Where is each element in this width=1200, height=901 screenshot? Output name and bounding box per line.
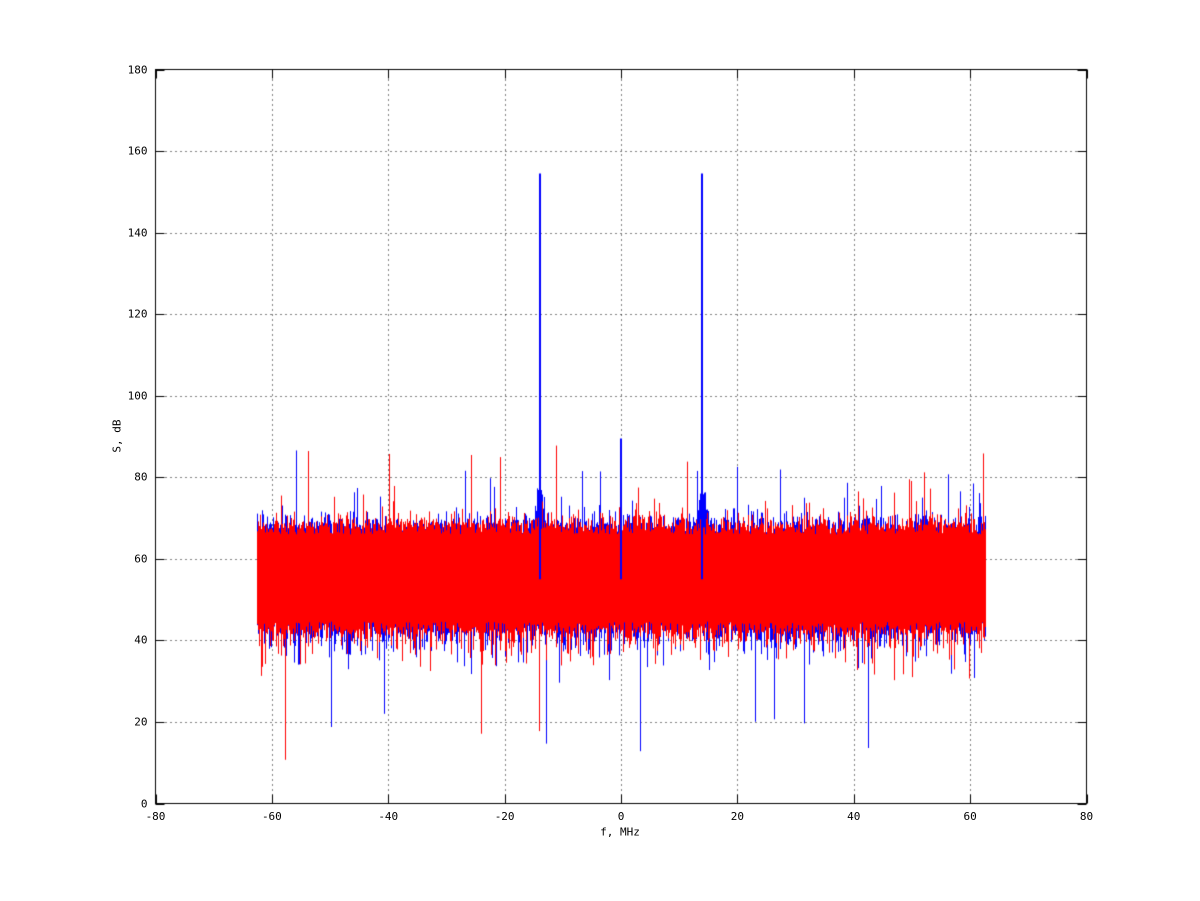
x-tick-label: 80 <box>1079 809 1094 823</box>
y-tick-label: 0 <box>140 797 148 810</box>
x-tick-label: -80 <box>145 809 166 823</box>
y-tick-label: 160 <box>127 144 148 158</box>
y-tick-label: 140 <box>127 226 148 240</box>
y-tick-label: 40 <box>134 633 148 647</box>
y-axis-label: S, dB <box>110 419 124 453</box>
y-tick-label: 120 <box>127 307 148 321</box>
y-tick-label: 20 <box>134 715 148 729</box>
x-tick-label: 0 <box>617 809 625 823</box>
x-tick-label: -20 <box>494 809 515 823</box>
y-tick-label: 180 <box>127 63 148 76</box>
x-axis-label: f, MHz <box>600 825 640 839</box>
y-tick-label: 60 <box>134 552 148 566</box>
x-tick-label: 40 <box>847 809 861 823</box>
x-tick-label: 60 <box>963 809 977 823</box>
x-tick-label: -60 <box>261 809 282 823</box>
y-tick-label: 100 <box>127 389 148 403</box>
x-tick-label: 20 <box>730 809 744 823</box>
x-tick-label: -40 <box>378 809 399 823</box>
y-tick-label: 80 <box>134 470 148 484</box>
